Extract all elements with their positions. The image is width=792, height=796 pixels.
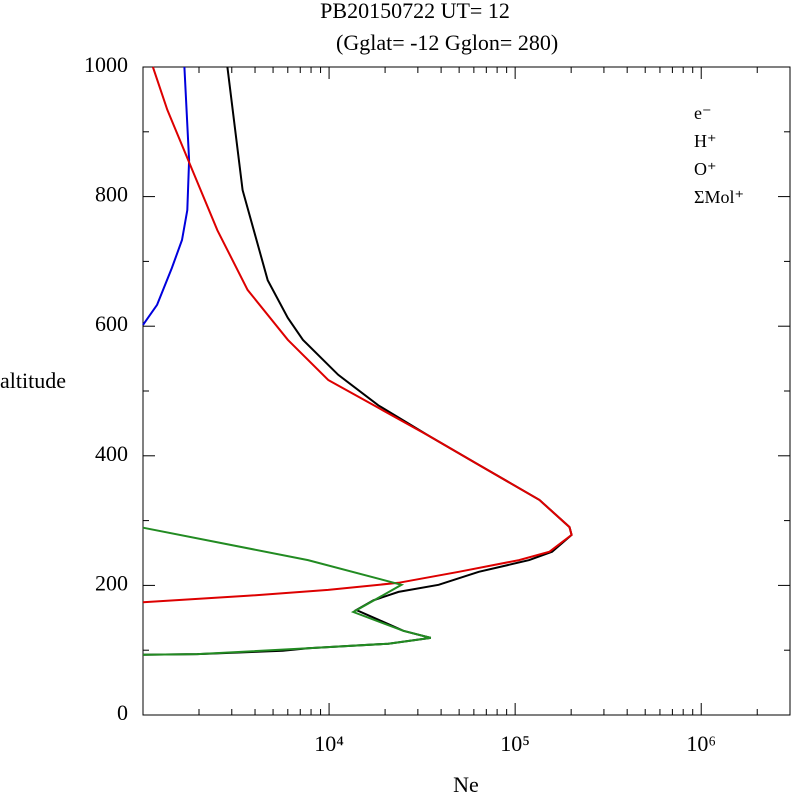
y-axis-label: altitude <box>0 368 66 393</box>
legend-entry: O⁺ <box>694 159 717 179</box>
x-tick-label: 10⁴ <box>314 731 344 756</box>
y-tick-label: 200 <box>95 570 128 595</box>
y-tick-label: 800 <box>95 182 128 207</box>
x-tick-label: 10⁵ <box>500 731 530 756</box>
legend-entry: H⁺ <box>694 131 717 151</box>
profile-line <box>142 66 573 656</box>
profile-line <box>142 66 573 604</box>
y-tick-label: 0 <box>117 700 128 725</box>
x-tick-label: 10⁶ <box>686 731 716 756</box>
y-tick-label: 600 <box>95 311 128 336</box>
y-tick-label: 1000 <box>84 52 128 77</box>
y-tick-label: 400 <box>95 441 128 466</box>
legend-entry: ΣMol⁺ <box>694 187 744 207</box>
profile-line <box>142 526 432 656</box>
x-axis-label: Ne <box>453 772 479 796</box>
chart-subtitle: (Gglat= -12 Gglon= 280) <box>336 30 558 55</box>
legend-entry: e⁻ <box>694 103 712 123</box>
chart-title: PB20150722 UT= 12 <box>320 0 510 23</box>
